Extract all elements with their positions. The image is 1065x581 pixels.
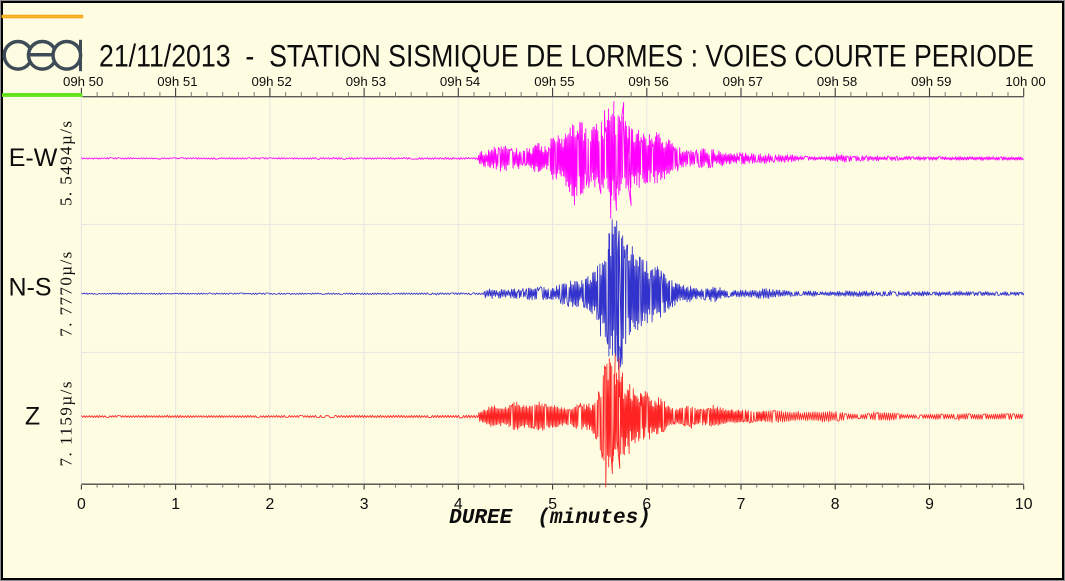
svg-text:7. 1159µ/s: 7. 1159µ/s (57, 382, 76, 467)
svg-text:09h 58: 09h 58 (817, 74, 857, 89)
svg-text:21/11/2013 - STATION SISMIQU: 21/11/2013 - STATION SISMIQUE DE LORMES … (99, 38, 1034, 74)
svg-text:2: 2 (266, 496, 275, 513)
svg-text:N-S: N-S (8, 273, 51, 301)
svg-text:09h 56: 09h 56 (628, 74, 668, 89)
svg-text:Z: Z (25, 403, 40, 431)
svg-text:5: 5 (548, 496, 557, 513)
svg-text:09h 59: 09h 59 (911, 74, 951, 89)
svg-text:09h 51: 09h 51 (157, 74, 197, 89)
svg-text:7. 7770µ/s: 7. 7770µ/s (57, 252, 76, 337)
svg-text:09h 52: 09h 52 (252, 74, 292, 89)
svg-text:7: 7 (737, 496, 746, 513)
svg-text:10h 00: 10h 00 (1005, 74, 1045, 89)
svg-text:9: 9 (925, 496, 934, 513)
svg-text:09h 50: 09h 50 (63, 74, 103, 89)
svg-text:3: 3 (360, 496, 369, 513)
svg-text:6: 6 (642, 496, 651, 513)
svg-text:0: 0 (77, 496, 86, 513)
svg-text:DUREE (minutes): DUREE (minutes) (449, 507, 651, 530)
svg-text:09h 53: 09h 53 (346, 74, 386, 89)
svg-text:4: 4 (454, 496, 463, 513)
svg-text:8: 8 (831, 496, 840, 513)
svg-text:5. 5494µ/s: 5. 5494µ/s (57, 121, 76, 206)
svg-text:09h 55: 09h 55 (534, 74, 574, 89)
svg-text:1: 1 (171, 496, 180, 513)
svg-text:09h 54: 09h 54 (440, 74, 480, 89)
svg-text:09h 57: 09h 57 (723, 74, 763, 89)
svg-text:E-W: E-W (9, 144, 58, 172)
svg-text:10: 10 (1015, 496, 1033, 513)
